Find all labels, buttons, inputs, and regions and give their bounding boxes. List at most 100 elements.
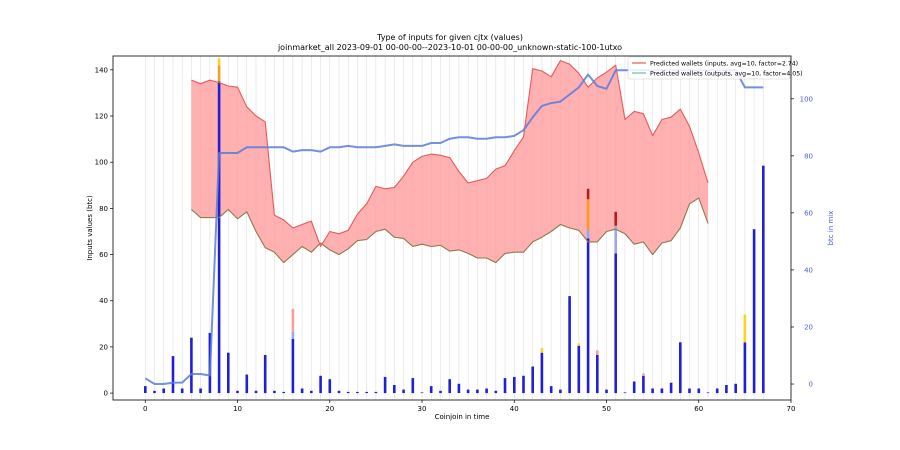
y-tick-label: 140 [95, 66, 108, 74]
bar-blue [623, 392, 627, 394]
bar-blue [762, 165, 765, 394]
legend-box [627, 56, 791, 80]
y-tick-label: 20 [99, 343, 108, 351]
bar-orange [217, 65, 221, 82]
y-tick-label: 100 [95, 159, 108, 167]
bar-blue [273, 390, 276, 394]
plot-frame [112, 55, 792, 401]
bar-blue [586, 238, 590, 394]
bar-blue [605, 389, 608, 394]
bar-orange [586, 199, 590, 230]
chart-subtitle: joinmarket_all 2023-09-01 00-00-00--2023… [277, 43, 622, 52]
bar-gold [743, 314, 747, 343]
x-tick-label: 60 [694, 405, 703, 413]
bar-blue [227, 352, 230, 394]
legend-entry-outputs: Predicted wallets (outputs, avg=10, fact… [650, 71, 803, 78]
bar-blue [180, 388, 184, 394]
bar-blue [734, 383, 737, 393]
bar-darkred [614, 211, 617, 226]
bar-blue [706, 392, 710, 394]
x-tick-label: 10 [233, 405, 242, 413]
bar-blue [236, 390, 239, 394]
bar-blue [245, 374, 249, 394]
bar-blue [356, 391, 359, 394]
bar-blue [319, 375, 322, 394]
inputs-line [191, 60, 709, 248]
y-tick-label: 40 [99, 297, 108, 305]
bar-blue [577, 345, 581, 393]
bar-blue [743, 342, 747, 394]
bar-blue [393, 385, 396, 394]
y2-tick-label: 100 [800, 95, 813, 103]
bar-gold [577, 343, 581, 346]
bar-blue [559, 389, 562, 394]
bar-blue [466, 389, 470, 394]
bar-blue [503, 378, 507, 394]
x-tick-label: 40 [510, 405, 519, 413]
bars-group [144, 58, 765, 394]
bar-salmon [291, 308, 295, 332]
legend: Predicted wallets (inputs, avg=10, facto… [627, 56, 803, 80]
bar-blue [144, 386, 147, 393]
bar-blue [254, 390, 258, 394]
bar-blue [485, 388, 488, 394]
bar-blue [614, 253, 617, 394]
x-axis-label: Coinjoin in time [435, 413, 490, 421]
x-tick-label: 50 [602, 405, 611, 413]
bar-darkred [586, 188, 590, 200]
bar-blue [346, 391, 350, 394]
bar-blue [300, 388, 304, 394]
bar-blue [669, 382, 673, 394]
y-tick-label: 120 [95, 113, 108, 121]
bar-blue [310, 390, 313, 394]
y2-axis-ticks: 0 20 40 60 80 100 [791, 95, 813, 389]
bar-blue [715, 388, 719, 394]
bar-gold [217, 58, 221, 66]
bar-blue [531, 366, 534, 394]
bar-blue [457, 383, 461, 393]
y-tick-label: 0 [104, 390, 108, 398]
bar-blue [402, 389, 405, 394]
x-tick-label: 0 [143, 405, 147, 413]
bar-blue [263, 355, 267, 394]
bar-blue [429, 386, 433, 393]
y2-tick-label: 20 [804, 323, 813, 331]
bar-blue [725, 385, 728, 394]
bar-blue [522, 375, 525, 394]
bar-blue [752, 229, 756, 394]
bar-blue [383, 376, 387, 394]
bar-blue [513, 376, 516, 394]
bar-blue [568, 296, 571, 394]
bar-blue [328, 379, 332, 394]
bar-blue [282, 391, 285, 394]
bar-blue [494, 390, 498, 394]
bar-blue [337, 390, 341, 394]
bar-blue [439, 390, 442, 394]
bar-blue [411, 378, 415, 394]
y-tick-label: 80 [99, 205, 108, 213]
y-axis-ticks: 0 20 40 60 80 100 120 140 [95, 66, 113, 398]
y2-tick-label: 80 [804, 152, 813, 160]
bar-lightblue [291, 331, 295, 339]
y2-tick-label: 0 [809, 381, 813, 389]
bar-blue [365, 391, 368, 394]
chart-title: Type of inputs for given cjtx (values) [376, 33, 523, 42]
bar-blue [291, 338, 295, 394]
bar-blue [162, 388, 165, 394]
bar-blue [632, 381, 636, 393]
x-tick-label: 70 [787, 405, 796, 413]
bar-lightblue [586, 229, 590, 239]
bar-blue [420, 392, 424, 394]
bar-blue [642, 375, 645, 394]
x-axis-ticks: 0 10 20 30 40 50 60 70 [143, 400, 795, 413]
y2-tick-label: 60 [804, 209, 813, 217]
y-axis-label: Inputs values (btc) [86, 195, 94, 261]
bar-blue [190, 337, 193, 394]
bar-blue [199, 388, 202, 394]
bar-blue [171, 356, 175, 393]
bar-salmon [596, 350, 599, 355]
bar-blue [679, 342, 682, 394]
legend-entry-inputs: Predicted wallets (inputs, avg=10, facto… [650, 61, 798, 68]
wallet-band-fill [191, 60, 708, 263]
